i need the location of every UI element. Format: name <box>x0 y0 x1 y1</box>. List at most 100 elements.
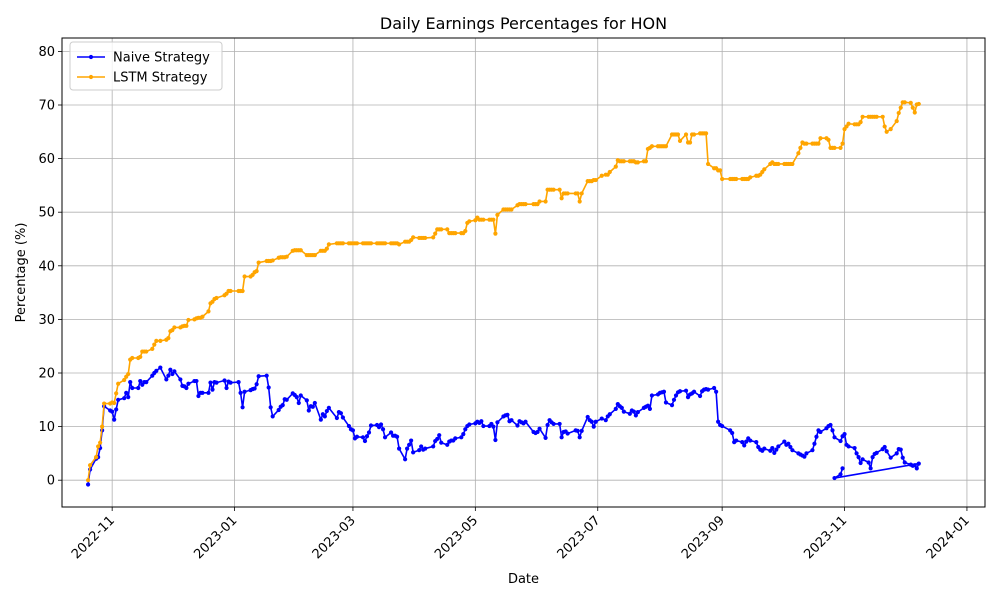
naive-strategy-point <box>294 395 299 400</box>
naive-strategy-point <box>828 422 833 428</box>
naive-strategy-point <box>324 408 329 414</box>
lstm-strategy-point <box>577 199 582 204</box>
lstm-strategy-point <box>706 161 711 167</box>
naive-strategy-point <box>340 415 346 420</box>
naive-strategy-point <box>804 451 809 456</box>
naive-strategy-point <box>154 368 159 373</box>
naive-strategy-point <box>236 380 241 385</box>
lstm-strategy-point <box>718 168 723 173</box>
lstm-strategy-point <box>858 120 863 125</box>
naive-strategy-point <box>158 365 163 370</box>
naive-strategy-point <box>774 447 779 452</box>
naive-strategy-point <box>832 475 837 481</box>
lstm-strategy-point <box>94 455 99 460</box>
naive-strategy-point <box>916 461 921 466</box>
x-axis-title: Date <box>508 572 539 587</box>
lstm-strategy-point <box>116 381 121 386</box>
naive-strategy-point <box>874 450 879 455</box>
naive-strategy-point <box>252 386 257 391</box>
naive-strategy-point <box>603 418 608 423</box>
naive-strategy-point <box>312 400 317 406</box>
naive-strategy-point <box>838 472 843 477</box>
naive-strategy-point <box>200 390 205 395</box>
lstm-strategy-point <box>826 137 831 142</box>
naive-strategy-point <box>744 439 749 444</box>
naive-strategy-point <box>868 466 873 471</box>
naive-strategy-point <box>748 438 753 443</box>
lstm-strategy-point <box>908 100 913 105</box>
lstm-strategy-point <box>838 145 843 150</box>
naive-strategy-point <box>214 380 219 385</box>
lstm-strategy-point <box>551 187 556 192</box>
lstm-strategy-point <box>126 371 131 377</box>
naive-strategy-point <box>360 435 366 440</box>
y-tick-label: 40 <box>38 259 55 274</box>
naive-strategy-point <box>593 419 598 424</box>
naive-strategy-point <box>818 429 823 435</box>
naive-strategy-point <box>240 405 245 410</box>
y-tick-label: 60 <box>38 152 55 167</box>
naive-strategy-point <box>495 420 500 425</box>
naive-strategy-point <box>186 381 191 386</box>
lstm-strategy-point <box>256 260 261 265</box>
lstm-strategy-point <box>804 141 809 146</box>
naive-strategy-point <box>802 454 807 459</box>
naive-strategy-point <box>788 444 793 450</box>
lstm-strategy-point <box>840 141 845 146</box>
naive-strategy-point <box>543 435 548 440</box>
naive-strategy-point <box>523 419 528 424</box>
lstm-strategy-point <box>495 212 500 217</box>
naive-strategy-point <box>431 444 436 449</box>
y-tick-label: 80 <box>38 45 55 60</box>
lstm-strategy-point <box>324 246 329 251</box>
lstm-strategy-point <box>703 131 709 136</box>
lstm-strategy-point <box>102 401 107 406</box>
naive-strategy-point <box>463 427 468 432</box>
naive-strategy-point <box>116 397 121 402</box>
naive-strategy-point <box>298 393 303 398</box>
lstm-strategy-point <box>270 258 275 263</box>
naive-strategy-point <box>322 414 327 419</box>
naive-strategy-point <box>776 444 781 449</box>
lstm-strategy-point <box>683 132 689 137</box>
lstm-strategy-point <box>368 241 374 246</box>
naive-strategy-point <box>467 422 472 427</box>
naive-strategy-point <box>326 405 331 410</box>
lstm-strategy-point <box>214 295 219 301</box>
lstm-strategy-point <box>467 219 472 224</box>
lstm-strategy-point <box>635 160 640 165</box>
lstm-strategy-point <box>100 424 105 429</box>
naive-strategy-point <box>172 369 177 374</box>
naive-strategy-point <box>854 451 859 456</box>
naive-strategy-point <box>663 400 669 405</box>
lstm-strategy-point <box>491 217 496 222</box>
lstm-strategy-point <box>916 101 921 107</box>
lstm-strategy-point <box>575 191 580 196</box>
lstm-strategy-point <box>112 400 117 406</box>
lstm-strategy-point <box>184 323 189 328</box>
naive-strategy-point <box>832 435 837 440</box>
lstm-strategy-point <box>796 151 801 156</box>
naive-strategy-point <box>168 367 173 372</box>
lstm-strategy-point <box>790 161 795 167</box>
naive-strategy-point <box>649 393 655 398</box>
naive-strategy-point <box>631 409 636 414</box>
lstm-strategy-point <box>423 235 428 241</box>
lstm-strategy-point <box>138 354 143 360</box>
naive-strategy-point <box>661 389 667 394</box>
lstm-strategy-point <box>687 140 693 145</box>
naive-strategy-point <box>461 432 466 437</box>
naive-strategy-point <box>184 385 189 391</box>
naive-strategy-point <box>364 434 370 439</box>
naive-strategy-point <box>306 408 311 413</box>
lstm-strategy-legend-marker <box>88 74 94 80</box>
naive-strategy-point <box>882 444 887 450</box>
lstm-strategy-point <box>734 176 739 182</box>
lstm-strategy-point <box>762 167 767 172</box>
naive-strategy-point <box>126 395 131 400</box>
naive-strategy-point <box>417 448 422 453</box>
lstm-strategy-point <box>579 191 584 196</box>
naive-strategy-point <box>368 423 374 428</box>
naive-strategy-point <box>310 404 315 409</box>
naive-strategy-point <box>224 385 229 391</box>
